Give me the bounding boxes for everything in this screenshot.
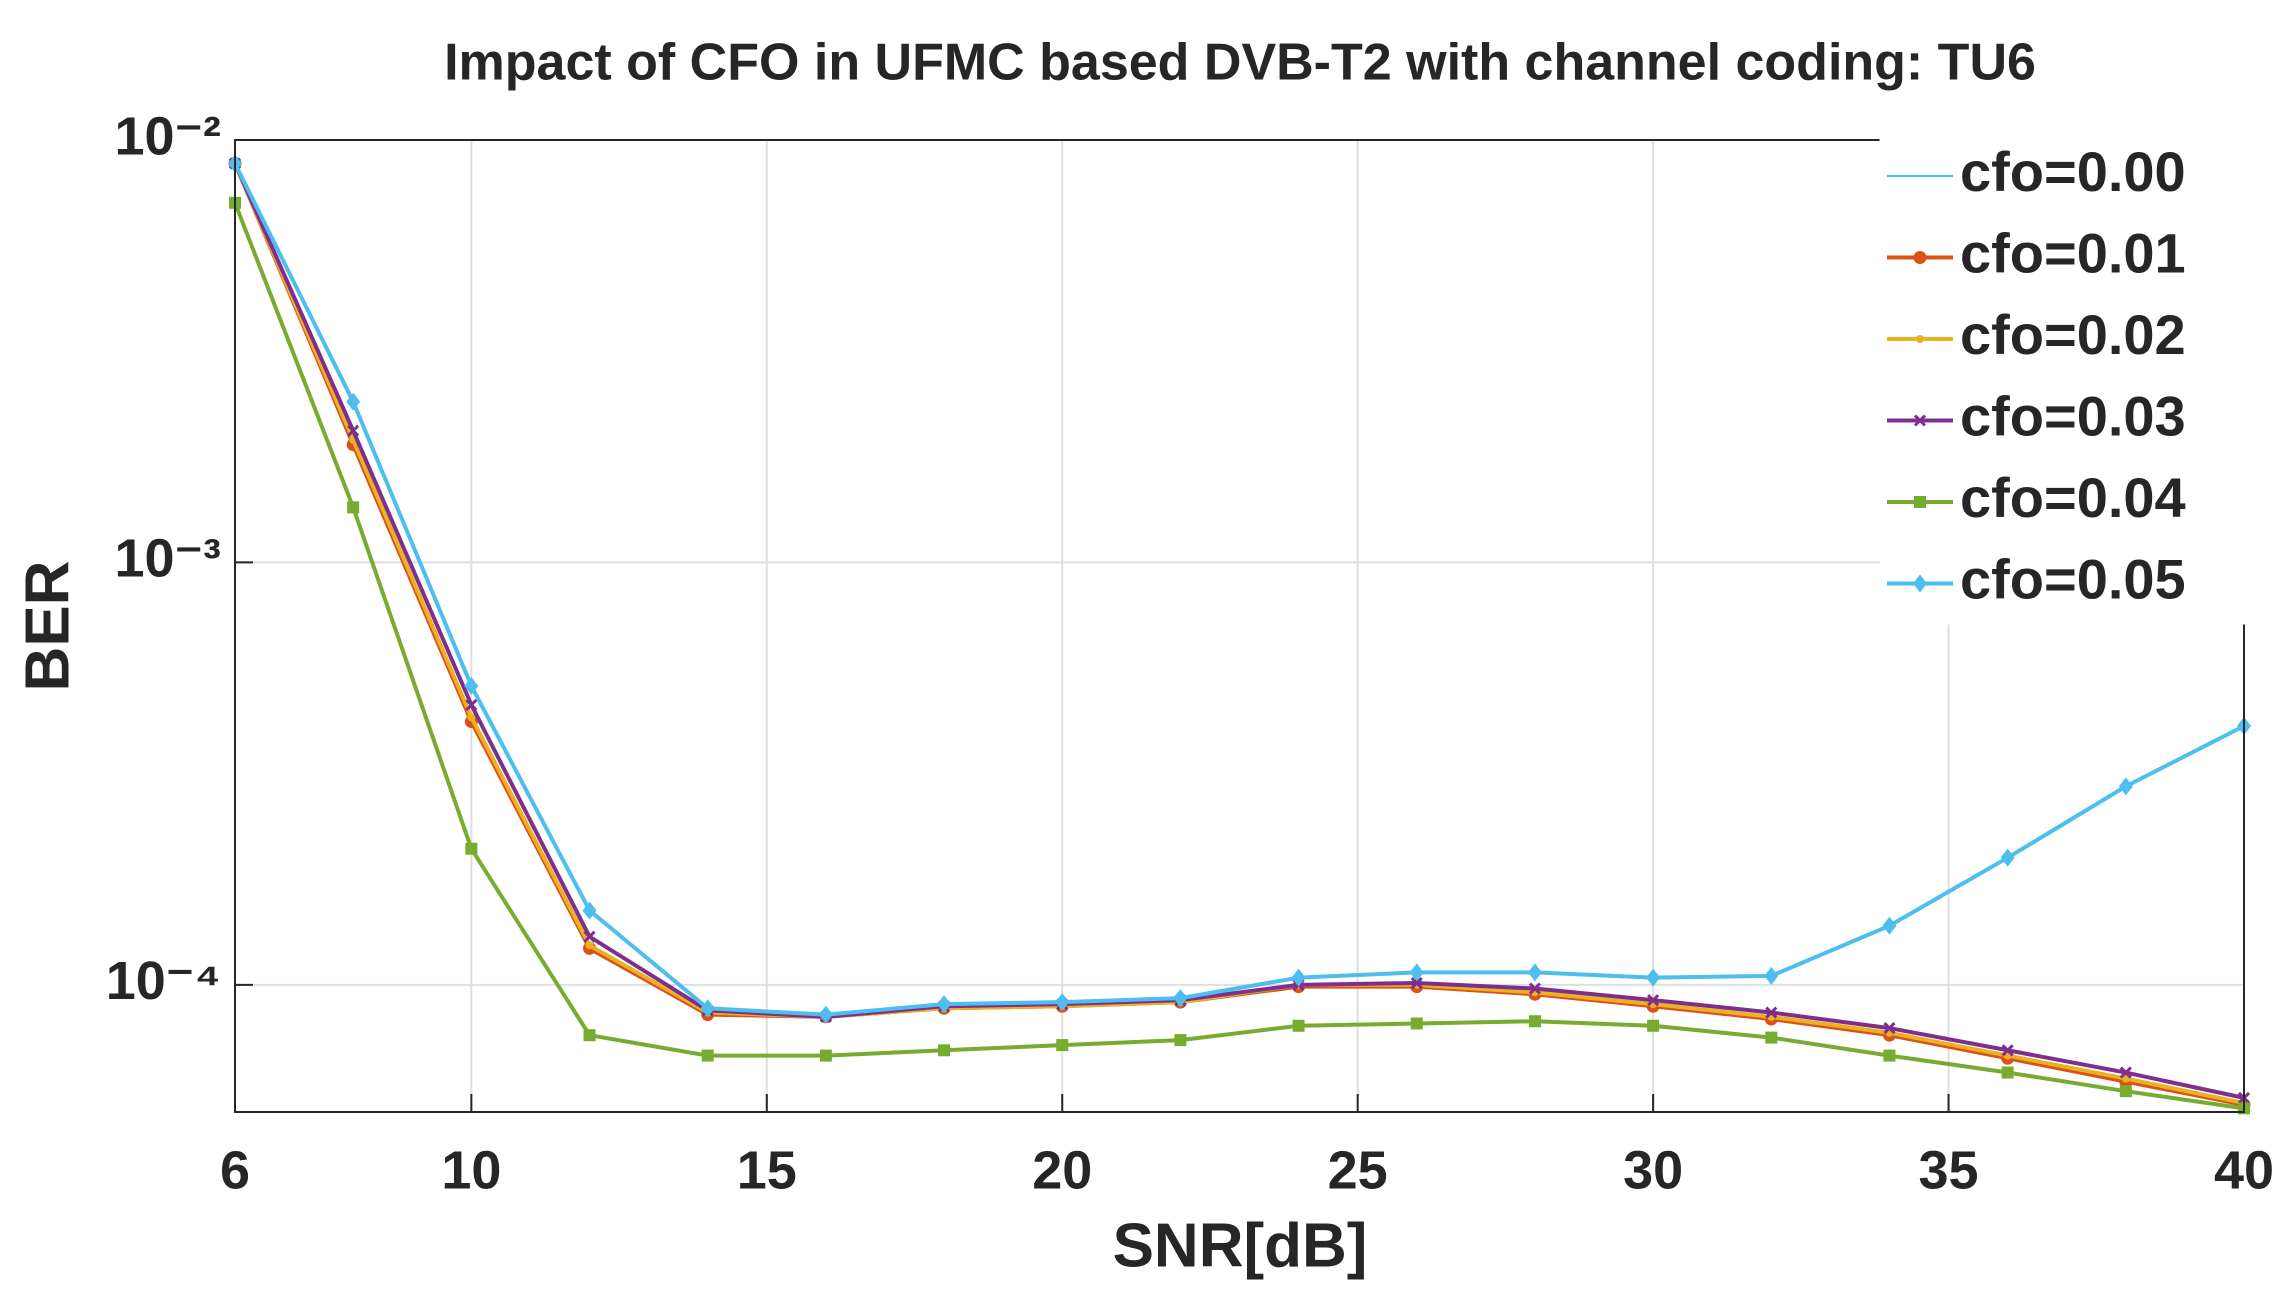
marker xyxy=(1883,1022,1896,1035)
marker xyxy=(1410,1017,1423,1030)
marker xyxy=(937,995,952,1014)
marker xyxy=(2001,1044,2014,1057)
marker xyxy=(347,501,360,514)
x-tick-label: 10 xyxy=(441,1140,501,1200)
marker xyxy=(465,698,478,711)
marker xyxy=(1916,335,1924,343)
marker xyxy=(1913,251,1927,264)
marker xyxy=(583,1029,596,1042)
x-tick-label: 25 xyxy=(1328,1140,1388,1200)
marker xyxy=(467,713,476,722)
marker xyxy=(582,901,597,920)
legend-label: cfo=0.05 xyxy=(1960,547,2186,610)
marker xyxy=(701,1049,714,1062)
marker xyxy=(1528,1015,1541,1028)
marker xyxy=(1173,989,1188,1008)
y-axis-label: BER xyxy=(13,561,82,692)
marker xyxy=(2119,1066,2132,1079)
legend-label: cfo=0.02 xyxy=(1960,303,2186,366)
marker xyxy=(1528,982,1542,995)
marker xyxy=(1765,1031,1778,1044)
series-line xyxy=(233,162,2245,1100)
marker xyxy=(1409,963,1424,982)
y-tick-label: 10⁻³ xyxy=(114,529,221,589)
marker xyxy=(1913,574,1927,593)
x-axis-label: SNR[dB] xyxy=(1113,1211,1368,1280)
y-tick-label: 10⁻² xyxy=(114,106,221,166)
legend-box xyxy=(1879,131,2248,625)
marker xyxy=(465,842,478,855)
legend-label: cfo=0.03 xyxy=(1960,384,2186,447)
marker xyxy=(2118,777,2133,796)
legend-label: cfo=0.00 xyxy=(1960,140,2186,203)
marker xyxy=(464,676,479,695)
marker xyxy=(346,392,361,411)
legend-label: cfo=0.01 xyxy=(1960,221,2186,284)
legend-label: cfo=0.04 xyxy=(1960,466,2186,529)
marker xyxy=(1292,1019,1305,1032)
marker xyxy=(347,424,360,437)
y-tick-label: 10⁻⁴ xyxy=(106,951,221,1011)
marker xyxy=(938,1044,951,1057)
marker xyxy=(1913,414,1927,427)
marker xyxy=(2000,848,2015,867)
marker xyxy=(1882,916,1897,935)
x-tick-label: 40 xyxy=(2214,1140,2274,1200)
marker xyxy=(818,1005,833,1024)
marker xyxy=(1647,994,1660,1007)
marker xyxy=(1527,963,1542,982)
marker xyxy=(2001,1066,2014,1079)
marker xyxy=(1883,1049,1896,1062)
x-tick-label: 35 xyxy=(1919,1140,1979,1200)
marker xyxy=(1174,1034,1187,1047)
marker xyxy=(1410,976,1423,990)
marker xyxy=(1646,968,1661,987)
plot-border xyxy=(234,139,2245,1113)
marker xyxy=(700,999,715,1018)
marker xyxy=(1764,966,1779,985)
marker xyxy=(1056,1039,1069,1052)
marker xyxy=(1055,993,1070,1012)
x-tick-label: 6 xyxy=(220,1140,250,1200)
chart-title: Impact of CFO in UFMC based DVB-T2 with … xyxy=(444,34,2036,92)
marker xyxy=(1647,1019,1660,1032)
marker xyxy=(1765,1006,1778,1019)
x-tick-label: 20 xyxy=(1032,1140,1092,1200)
marker xyxy=(583,930,596,943)
series-line xyxy=(233,162,2245,1017)
x-tick-label: 30 xyxy=(1623,1140,1683,1200)
series-line xyxy=(233,202,2245,1111)
marker xyxy=(2119,1085,2132,1098)
marker xyxy=(585,941,594,950)
x-tick-label: 15 xyxy=(737,1140,797,1200)
marker xyxy=(819,1049,832,1062)
marker xyxy=(1914,496,1926,508)
marker xyxy=(1291,968,1306,987)
